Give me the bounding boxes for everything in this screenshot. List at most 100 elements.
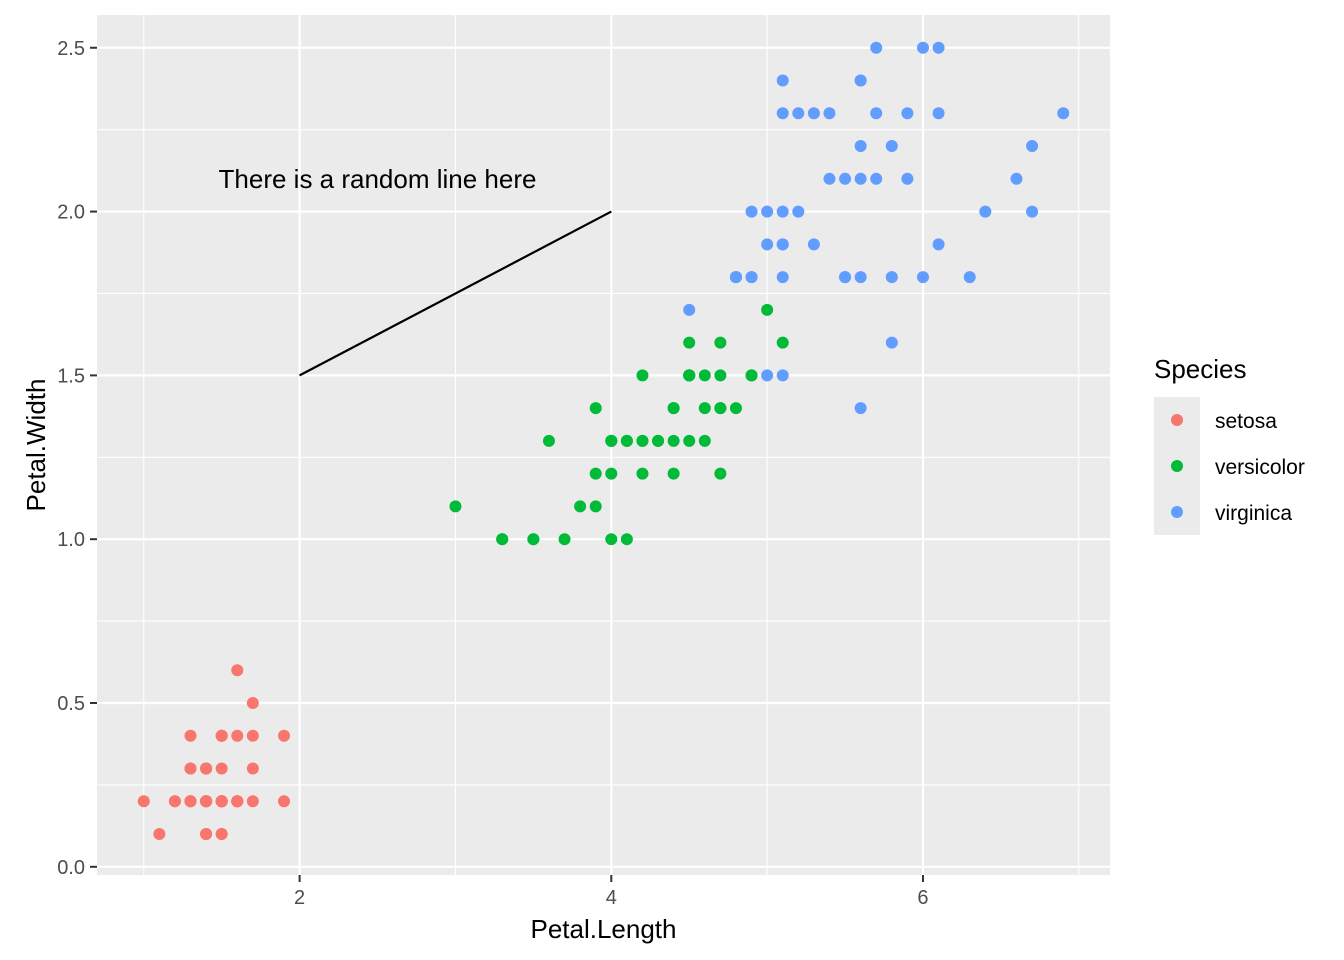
- data-point-virginica: [776, 205, 789, 218]
- data-point-versicolor: [574, 500, 587, 513]
- data-point-virginica: [776, 271, 789, 284]
- legend-item-versicolor: versicolor: [1171, 456, 1305, 479]
- data-point-virginica: [870, 107, 883, 120]
- data-point-virginica: [854, 271, 867, 284]
- data-point-versicolor: [683, 336, 696, 349]
- data-point-virginica: [1026, 205, 1039, 218]
- data-point-virginica: [916, 271, 929, 284]
- data-point-versicolor: [761, 303, 774, 316]
- data-point-versicolor: [698, 434, 711, 447]
- data-points: [137, 41, 1070, 841]
- legend-label-versicolor: versicolor: [1215, 456, 1305, 479]
- data-point-virginica: [823, 172, 836, 185]
- data-point-virginica: [745, 205, 758, 218]
- data-point-versicolor: [636, 467, 649, 480]
- data-point-virginica: [839, 172, 852, 185]
- data-point-virginica: [683, 303, 696, 316]
- data-point-setosa: [200, 762, 213, 775]
- data-point-setosa: [153, 828, 166, 841]
- data-point-virginica: [932, 41, 945, 54]
- data-point-versicolor: [714, 336, 727, 349]
- data-point-virginica: [1010, 172, 1023, 185]
- y-axis: 0.0 0.5 1.0 1.5 2.0 2.5: [57, 38, 97, 879]
- data-point-versicolor: [496, 533, 509, 546]
- plot-panel: [97, 15, 1110, 875]
- y-tick-label: 0.5: [57, 693, 85, 715]
- data-point-setosa: [246, 729, 259, 742]
- data-point-virginica: [1026, 140, 1039, 153]
- data-point-setosa: [231, 729, 244, 742]
- data-point-versicolor: [589, 500, 602, 513]
- data-point-versicolor: [776, 336, 789, 349]
- major-gridlines: [97, 15, 1110, 875]
- data-point-setosa: [168, 795, 181, 808]
- data-point-setosa: [231, 664, 244, 677]
- data-point-virginica: [761, 238, 774, 251]
- data-point-virginica: [870, 172, 883, 185]
- y-tick-label: 2.0: [57, 202, 85, 224]
- legend: Species setosa versicolor virginica: [1154, 354, 1305, 535]
- data-point-virginica: [885, 336, 898, 349]
- data-point-versicolor: [667, 402, 680, 415]
- data-point-virginica: [932, 107, 945, 120]
- data-point-versicolor: [729, 402, 742, 415]
- data-point-versicolor: [714, 467, 727, 480]
- data-point-versicolor: [745, 369, 758, 382]
- y-tick-label: 1.5: [57, 365, 85, 387]
- data-point-virginica: [932, 238, 945, 251]
- data-point-virginica: [885, 140, 898, 153]
- data-point-setosa: [246, 762, 259, 775]
- data-point-setosa: [278, 795, 291, 808]
- data-point-setosa: [184, 795, 197, 808]
- data-point-setosa: [215, 729, 228, 742]
- series-setosa: [137, 664, 291, 841]
- data-point-versicolor: [589, 402, 602, 415]
- data-point-virginica: [854, 172, 867, 185]
- data-point-virginica: [745, 271, 758, 284]
- data-point-virginica: [854, 140, 867, 153]
- data-point-versicolor: [589, 467, 602, 480]
- data-point-virginica: [901, 107, 914, 120]
- y-tick-label: 0.0: [57, 857, 85, 879]
- legend-key-virginica: [1171, 506, 1183, 518]
- legend-label-virginica: virginica: [1215, 502, 1292, 525]
- annotation-segment: [299, 210, 612, 377]
- data-point-versicolor: [683, 434, 696, 447]
- data-point-virginica: [761, 369, 774, 382]
- data-point-virginica: [776, 238, 789, 251]
- annotations: There is a random line here: [219, 164, 612, 377]
- data-point-setosa: [215, 762, 228, 775]
- data-point-virginica: [979, 205, 992, 218]
- data-point-versicolor: [605, 533, 618, 546]
- data-point-setosa: [137, 795, 150, 808]
- data-point-virginica: [807, 238, 820, 251]
- data-point-versicolor: [667, 434, 680, 447]
- data-point-virginica: [776, 107, 789, 120]
- data-point-versicolor: [636, 369, 649, 382]
- data-point-virginica: [807, 107, 820, 120]
- data-point-virginica: [916, 41, 929, 54]
- data-point-versicolor: [714, 369, 727, 382]
- data-point-setosa: [184, 729, 197, 742]
- data-point-versicolor: [605, 434, 618, 447]
- data-point-versicolor: [698, 369, 711, 382]
- data-point-versicolor: [620, 533, 633, 546]
- data-point-versicolor: [683, 369, 696, 382]
- data-point-virginica: [1057, 107, 1070, 120]
- x-tick-label: 6: [917, 887, 928, 909]
- data-point-setosa: [200, 795, 213, 808]
- y-tick-label: 1.0: [57, 529, 85, 551]
- x-tick-label: 4: [606, 887, 617, 909]
- y-tick-label: 2.5: [57, 38, 85, 60]
- data-point-setosa: [200, 828, 213, 841]
- legend-key-versicolor: [1171, 460, 1183, 472]
- data-point-virginica: [776, 369, 789, 382]
- data-point-versicolor: [527, 533, 540, 546]
- x-axis: 2 4 6: [294, 875, 929, 909]
- data-point-virginica: [776, 74, 789, 87]
- legend-title: Species: [1154, 354, 1247, 384]
- data-point-virginica: [963, 271, 976, 284]
- data-point-versicolor: [605, 467, 618, 480]
- annotation-text: There is a random line here: [219, 164, 537, 194]
